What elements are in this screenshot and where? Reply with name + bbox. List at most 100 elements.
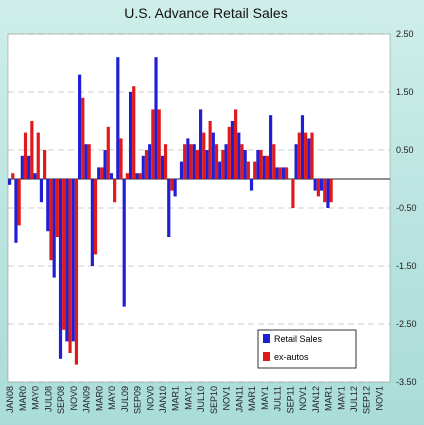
bar-ex-autos (316, 179, 320, 197)
chart-title: U.S. Advance Retail Sales (124, 5, 287, 21)
bar-retail-sales (167, 179, 171, 237)
x-tick-label: MAR0 (18, 386, 28, 411)
bar-retail-sales (179, 161, 184, 179)
bar-retail-sales (205, 150, 209, 179)
bar-retail-sales (46, 179, 50, 232)
x-tick-label: NOV1 (298, 386, 308, 411)
bar-retail-sales (135, 173, 139, 179)
bar-ex-autos (151, 109, 155, 179)
x-tick-label: NOV0 (69, 386, 79, 411)
bar-retail-sales (33, 173, 37, 179)
bar-retail-sales (141, 155, 145, 179)
bar-ex-autos (113, 179, 117, 203)
x-tick-label: MAR1 (247, 386, 257, 411)
bar-ex-autos (138, 173, 142, 179)
bar-ex-autos (291, 179, 295, 208)
x-tick-label: NOV1 (374, 386, 384, 411)
bar-retail-sales (160, 155, 164, 179)
bar-retail-sales (243, 150, 247, 179)
legend-swatch-ex-autos (263, 352, 270, 361)
x-tick-label: JAN10 (158, 386, 168, 413)
x-tick-label: NOV1 (222, 386, 232, 411)
bar-ex-autos (240, 144, 244, 179)
bar-retail-sales (58, 179, 63, 359)
x-tick-label: NOV0 (145, 386, 155, 411)
bar-retail-sales (326, 179, 330, 208)
x-tick-label: SEP10 (209, 386, 219, 414)
bar-ex-autos (144, 150, 149, 179)
bar-retail-sales (116, 57, 120, 180)
bar-retail-sales (109, 173, 114, 179)
y-tick-label: -2.50 (396, 319, 417, 329)
bars (8, 57, 333, 365)
x-tick-label: JUL10 (196, 386, 206, 412)
bar-ex-autos (125, 173, 129, 179)
x-tick-label: MAY0 (107, 386, 117, 410)
bar-retail-sales (71, 179, 75, 342)
bar-retail-sales (14, 179, 18, 243)
bar-retail-sales (262, 155, 266, 179)
x-tick-label: MAY1 (183, 386, 193, 410)
bar-retail-sales (39, 179, 44, 203)
bar-ex-autos (202, 132, 206, 179)
bar-retail-sales (281, 167, 285, 179)
x-tick-label: MAY1 (260, 386, 270, 410)
bar-ex-autos (195, 150, 199, 179)
bar-retail-sales (27, 155, 31, 179)
bar-retail-sales (230, 121, 235, 179)
bar-retail-sales (218, 161, 222, 179)
bar-ex-autos (278, 167, 282, 179)
bar-retail-sales (199, 109, 203, 179)
bar-ex-autos (68, 179, 72, 353)
bar-retail-sales (237, 132, 241, 179)
x-tick-label: MAY1 (336, 386, 346, 410)
bar-ex-autos (265, 155, 270, 179)
x-tick-label: JAN09 (82, 386, 92, 413)
bar-ex-autos (253, 161, 257, 179)
bar-ex-autos (62, 179, 66, 330)
y-tick-label: -1.50 (396, 261, 417, 271)
bar-retail-sales (211, 132, 215, 179)
x-tick-label: JUL08 (43, 386, 53, 412)
x-tick-label: JAN12 (311, 386, 321, 413)
bar-retail-sales (128, 92, 133, 179)
bar-retail-sales (97, 167, 101, 179)
x-tick-label: SEP12 (362, 386, 372, 414)
bar-ex-autos (23, 132, 28, 179)
bar-ex-autos (214, 144, 219, 179)
x-tick-label: JUL11 (273, 386, 283, 411)
x-tick-label: JAN08 (5, 386, 15, 413)
y-tick-label: 1.50 (396, 87, 414, 97)
bar-retail-sales (192, 144, 196, 179)
y-tick-label: -0.50 (396, 203, 417, 213)
bar-ex-autos (304, 132, 308, 179)
bar-retail-sales (90, 179, 94, 266)
bar-ex-autos (81, 97, 85, 179)
bar-ex-autos (17, 179, 21, 226)
y-tick-label: -3.50 (396, 377, 417, 387)
x-tick-label: JAN11 (234, 386, 244, 412)
x-tick-label: JUL09 (120, 386, 130, 412)
bar-ex-autos (170, 179, 174, 191)
legend-box (257, 329, 357, 369)
x-tick-label: SEP09 (133, 386, 143, 414)
bar-retail-sales (275, 167, 279, 179)
bar-ex-autos (36, 132, 40, 179)
x-tick-label: MAR0 (94, 386, 104, 411)
x-tick-label: SEP11 (285, 386, 295, 413)
bar-ex-autos (297, 132, 301, 179)
bar-ex-autos (106, 126, 110, 179)
bar-ex-autos (30, 121, 34, 179)
bar-ex-autos (87, 144, 91, 179)
bar-ex-autos (119, 138, 123, 179)
x-tick-label: MAR1 (171, 386, 181, 411)
bar-retail-sales (148, 144, 152, 179)
bar-retail-sales (249, 179, 254, 191)
bar-ex-autos (49, 179, 53, 261)
y-axis: 2.50 1.50 0.50 -0.50 -1.50 -2.50 -3.50 (396, 29, 417, 387)
bar-ex-autos (93, 179, 98, 255)
bar-ex-autos (259, 150, 263, 179)
legend-label-retail-sales: Retail Sales (274, 334, 323, 344)
legend-label-ex-autos: ex-autos (274, 352, 309, 362)
